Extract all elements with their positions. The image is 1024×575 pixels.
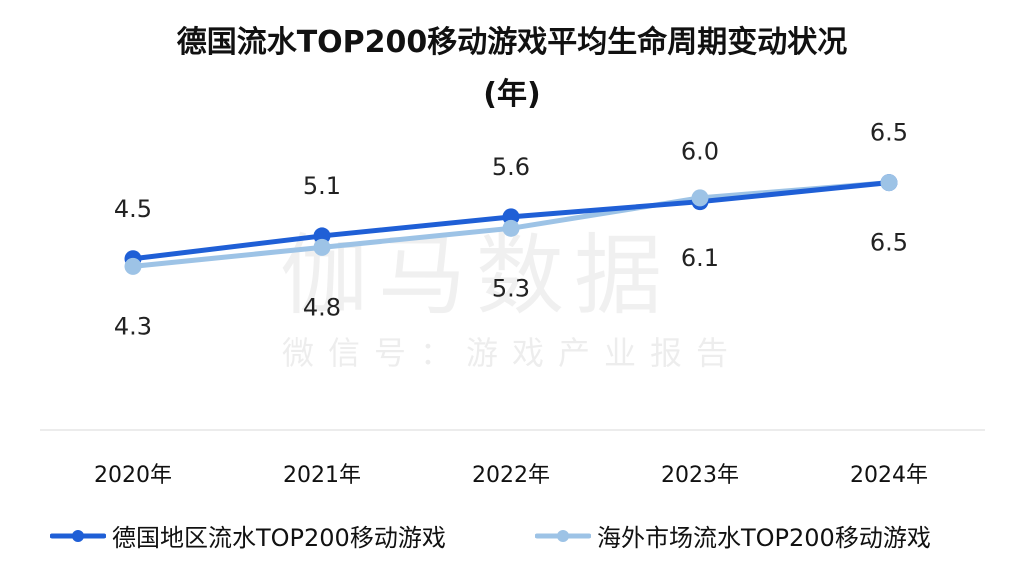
data-label: 6.5 — [870, 229, 908, 257]
data-label: 4.8 — [303, 293, 341, 321]
legend-item-overseas: 海外市场流水TOP200移动游戏 — [535, 518, 931, 553]
watermark-wechat: 微信号：游戏产业报告 — [282, 334, 743, 372]
legend-label-germany: 德国地区流水TOP200移动游戏 — [112, 524, 446, 552]
x-tick-label: 2024年 — [850, 463, 928, 488]
data-point — [124, 257, 142, 275]
data-label: 4.3 — [114, 312, 152, 340]
watermark-brand: 伽马数据 — [280, 224, 673, 327]
data-label: 5.1 — [303, 172, 341, 200]
data-label: 6.5 — [870, 119, 908, 147]
data-label: 6.0 — [681, 138, 719, 166]
chart-title: 德国流水TOP200移动游戏平均生命周期变动状况 — [176, 25, 848, 60]
data-point — [880, 174, 898, 192]
x-tick-label: 2020年 — [94, 463, 172, 488]
chart-subtitle: (年) — [483, 77, 541, 112]
legend-marker-germany — [50, 529, 106, 542]
data-label: 4.5 — [114, 195, 152, 223]
data-point — [691, 189, 709, 207]
legend-label-overseas: 海外市场流水TOP200移动游戏 — [597, 524, 931, 552]
data-label: 6.1 — [681, 244, 719, 272]
legend-item-germany: 德国地区流水TOP200移动游戏 — [50, 518, 446, 553]
data-point — [502, 219, 520, 237]
line-chart: 2020年 2021年 2022年 2023年 2024年 4.5 5.1 5.6 6.0 6.5… — [40, 119, 985, 488]
data-point — [313, 238, 331, 256]
data-label: 5.3 — [492, 274, 530, 302]
x-tick-label: 2022年 — [472, 463, 550, 488]
x-tick-label: 2023年 — [661, 463, 739, 488]
legend-marker-overseas — [535, 529, 591, 542]
data-label: 5.6 — [492, 153, 530, 181]
x-tick-label: 2021年 — [283, 463, 361, 488]
